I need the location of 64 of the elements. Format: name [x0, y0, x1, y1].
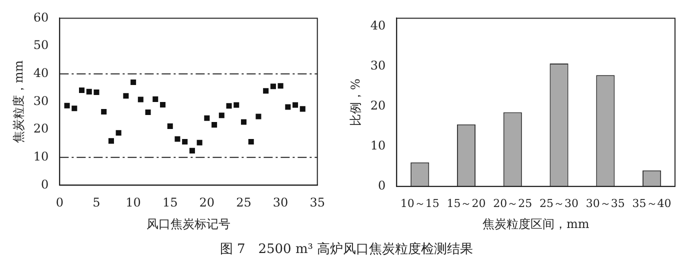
point: [72, 106, 78, 112]
point: [212, 122, 218, 128]
y-tick-label: 30: [33, 94, 49, 108]
x-tick-label: 10: [126, 196, 141, 210]
x-tick-label: 20～25: [493, 196, 532, 210]
point: [152, 96, 158, 102]
x-tick-label: 25～30: [540, 196, 579, 210]
point: [174, 136, 180, 142]
y-tick-label: 50: [33, 38, 49, 52]
point: [138, 96, 144, 102]
point: [256, 114, 262, 120]
point: [130, 79, 136, 85]
point: [101, 108, 107, 114]
point: [278, 83, 284, 89]
point: [86, 88, 92, 94]
point: [204, 115, 210, 121]
point: [160, 102, 166, 108]
point: [218, 112, 224, 118]
point: [189, 148, 195, 154]
y-axis-title: 比例，%: [348, 78, 362, 126]
x-tick-label: 35～40: [632, 196, 672, 210]
x-tick-label: 30: [272, 196, 288, 210]
x-tick-label: 35: [310, 196, 326, 210]
point: [196, 140, 202, 146]
x-axis-title: 焦炭粒度区间，mm: [482, 216, 590, 231]
point: [167, 123, 173, 129]
point: [78, 88, 85, 94]
point: [270, 84, 276, 90]
y-tick-label: 20: [33, 122, 49, 136]
x-tick-label: 30～35: [586, 196, 625, 210]
y-tick-label: 0: [378, 178, 386, 193]
y-tick-label: 60: [33, 10, 49, 24]
caption: 图 7 2500 m³ 高炉风口焦炭粒度检测结果: [218, 241, 474, 258]
x-tick-label: 15～20: [446, 196, 486, 210]
y-tick-label: 40: [370, 18, 386, 32]
y-tick-label: 10: [370, 138, 386, 152]
x-tick-label: 15: [162, 196, 178, 210]
x-axis-title: 风口焦炭标记号: [146, 216, 231, 231]
point: [240, 119, 246, 125]
point: [108, 138, 114, 144]
point: [94, 89, 100, 95]
point: [226, 103, 232, 109]
point: [64, 102, 70, 108]
y-tick-label: 20: [370, 98, 386, 112]
point: [285, 104, 291, 110]
point: [234, 102, 240, 108]
y-tick-label: 0: [41, 177, 49, 192]
x-tick-label: 0: [56, 196, 64, 210]
point: [248, 139, 254, 145]
x-tick-label: 20: [199, 196, 215, 210]
point: [300, 106, 306, 112]
point: [116, 130, 122, 136]
point: [123, 93, 129, 99]
point: [263, 88, 269, 94]
point: [145, 110, 151, 116]
y-tick-label: 40: [33, 66, 49, 80]
point: [292, 102, 298, 108]
x-tick-label: 5: [92, 196, 100, 210]
y-tick-label: 30: [370, 58, 386, 72]
x-tick-label: 10～15: [400, 196, 440, 210]
x-tick-label: 25: [236, 196, 252, 210]
y-axis-title: 焦炭粒度，mm: [11, 60, 26, 144]
point: [182, 139, 188, 145]
y-tick-label: 10: [33, 149, 49, 164]
